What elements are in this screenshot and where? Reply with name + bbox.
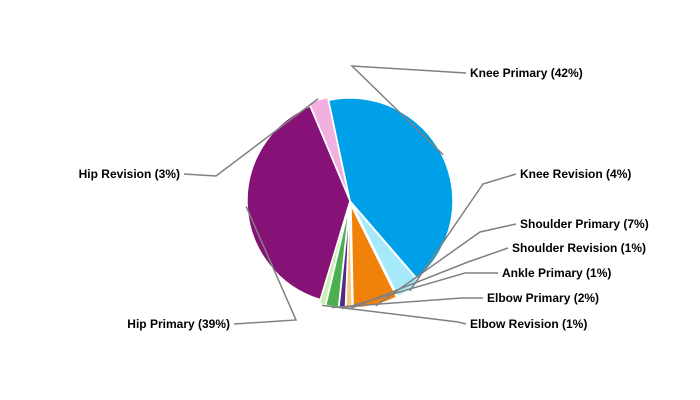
slice-label-shoulder-revision: Shoulder Revision (1%)	[512, 241, 646, 255]
leader-line-shoulder-revision	[348, 247, 509, 310]
slice-label-hip-revision: Hip Revision (3%)	[79, 167, 180, 181]
pie-slice-knee-revision	[351, 203, 421, 298]
pie-slice-hip-revision	[308, 96, 350, 199]
leader-line-hip-primary	[233, 206, 298, 325]
leader-line-elbow-primary	[331, 297, 483, 309]
slice-label-elbow-revision: Elbow Revision (1%)	[470, 317, 587, 331]
slice-label-elbow-primary: Elbow Primary (2%)	[487, 291, 599, 305]
slice-label-shoulder-primary: Shoulder Primary (7%)	[520, 217, 649, 231]
pie-slice-hip-primary	[246, 105, 351, 301]
leader-lines-group	[183, 65, 517, 325]
slice-label-ankle-primary: Ankle Primary (1%)	[502, 266, 611, 280]
leader-line-elbow-revision	[321, 304, 467, 325]
slice-label-hip-primary: Hip Primary (39%)	[127, 317, 230, 331]
leader-line-knee-revision	[409, 173, 517, 292]
leader-line-ankle-primary	[341, 272, 498, 310]
slice-label-knee-revision: Knee Revision (4%)	[520, 167, 631, 181]
leader-line-knee-primary	[350, 65, 467, 156]
leader-line-shoulder-primary	[375, 223, 517, 307]
labels-group: Knee Primary (42%) Knee Revision (4%) Shou…	[79, 66, 649, 331]
slice-label-knee-primary: Knee Primary (42%)	[470, 66, 583, 80]
leader-line-hip-revision	[183, 98, 319, 177]
pie-slice-knee-primary	[327, 97, 454, 281]
